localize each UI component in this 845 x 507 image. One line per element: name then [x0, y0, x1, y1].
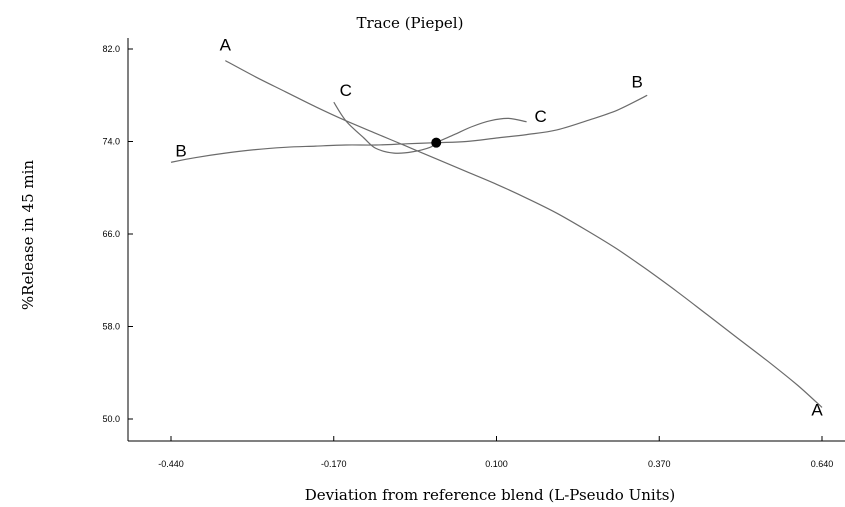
x-tick-label: -0.440: [158, 459, 184, 469]
ticks: 50.0 58.0 66.0 74.0 82.0 -0.440 -0.170 0.100 0.3…: [102, 44, 833, 469]
series-B-label: B: [632, 72, 643, 91]
x-axis-title: Deviation from reference blend (L-Pseudo…: [305, 486, 676, 504]
reference-point: [431, 137, 442, 148]
curves: [170, 60, 823, 408]
y-axis-title: %Release in 45 min: [19, 160, 37, 310]
y-tick-label: 74.0: [102, 137, 120, 147]
y-tick-label: 58.0: [102, 322, 120, 332]
series-A-line: [225, 60, 823, 408]
series-B-label: B: [175, 141, 186, 160]
x-tick-label: 0.370: [648, 459, 671, 469]
axes: [127, 38, 845, 442]
y-tick-label: 50.0: [102, 414, 120, 424]
series-C-label: C: [340, 81, 352, 100]
y-tick-label: 66.0: [102, 229, 120, 239]
curve-labels: A A B B C C: [175, 36, 823, 420]
x-tick-label: -0.170: [321, 459, 347, 469]
chart-title: Trace (Piepel): [357, 14, 464, 32]
y-tick-label: 82.0: [102, 44, 120, 54]
series-C-line: [333, 101, 527, 154]
series-B-line: [170, 94, 648, 163]
series-A-label: A: [811, 400, 823, 419]
series-A-label: A: [220, 36, 232, 55]
series-C-label: C: [534, 107, 546, 126]
x-tick-label: 0.640: [811, 459, 834, 469]
x-tick-label: 0.100: [485, 459, 508, 469]
